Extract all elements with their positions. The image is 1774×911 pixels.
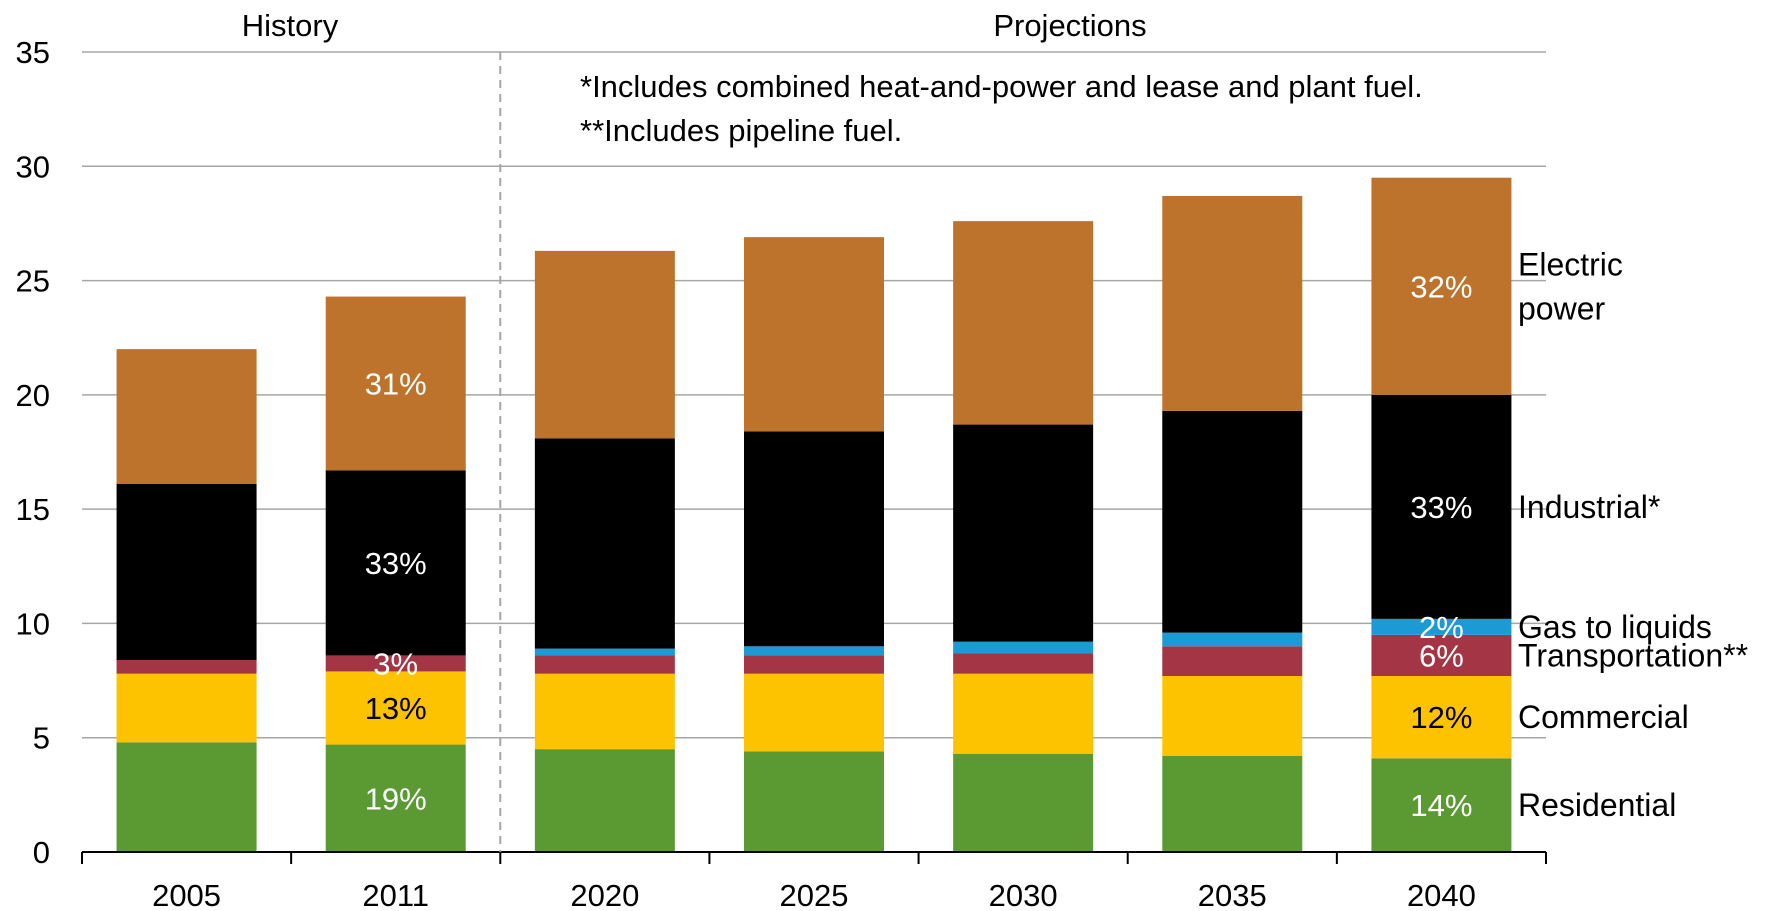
footnote-transportation: **Includes pipeline fuel.	[580, 113, 902, 148]
data-label-residential-2011: 19%	[365, 781, 427, 816]
bar-segment-industrial-2005	[116, 484, 257, 660]
bar-segment-commercial-2020	[534, 673, 675, 750]
bar-segment-transportation-2030	[953, 653, 1094, 674]
bar-segment-transportation-2040	[1371, 634, 1512, 676]
bar-segment-transportation-2020	[534, 655, 675, 674]
bar-segment-industrial-2030	[953, 424, 1094, 642]
x-tick-label: 2025	[780, 878, 849, 911]
series-label-electric-power: Electric power	[1518, 246, 1623, 326]
bar-segment-commercial-2025	[744, 673, 884, 752]
bar-segment-commercial-2030	[953, 673, 1094, 754]
y-tick-label: 15	[16, 492, 50, 527]
bar-segment-transportation-2025	[744, 655, 884, 674]
data-label-electric-power-2011: 31%	[365, 366, 427, 401]
bar-segment-electric-power-2035	[1162, 196, 1303, 411]
bar-segment-industrial-2025	[744, 431, 884, 647]
section-label-projections: Projections	[993, 8, 1146, 43]
bar-segment-electric-power-2030	[953, 221, 1094, 425]
series-label-gas-to-liquids: Gas to liquids	[1518, 609, 1712, 645]
series-label-transportation: Transportation**	[1518, 637, 1748, 673]
data-label-gas-to-liquids-2040: 2%	[1419, 610, 1464, 645]
y-tick-label: 10	[16, 606, 50, 641]
bar-segment-electric-power-2005	[116, 349, 257, 484]
footnote-industrial: *Includes combined heat-and-power and le…	[580, 69, 1423, 104]
y-tick-label: 0	[33, 835, 50, 870]
bar-segment-commercial-2005	[116, 673, 257, 743]
series-labels: Electric power Industrial* Gas to liquidsTr…	[1518, 246, 1748, 823]
data-label-electric-power-2040: 32%	[1410, 269, 1472, 304]
y-tick-label: 30	[16, 149, 50, 184]
bar-segment-gas-to-liquids-2020	[534, 648, 675, 656]
bar-segment-transportation-2011	[325, 655, 466, 672]
bar-segment-residential-2011	[325, 744, 466, 852]
data-label-residential-2040: 14%	[1410, 788, 1472, 823]
bar-segment-gas-to-liquids-2025	[744, 646, 884, 656]
bar-segment-gas-to-liquids-2035	[1162, 632, 1303, 647]
data-label-commercial-2011: 13%	[365, 691, 427, 726]
series-label-commercial: Commercial	[1518, 699, 1689, 735]
y-tick-label: 35	[16, 35, 50, 70]
bar-segment-gas-to-liquids-2030	[953, 641, 1094, 654]
bar-segment-industrial-2040	[1371, 394, 1512, 619]
bar-segment-electric-power-2011	[325, 296, 466, 471]
bar-segment-industrial-2035	[1162, 410, 1303, 633]
bar-segment-commercial-2035	[1162, 676, 1303, 756]
data-label-transportation-2040: 6%	[1419, 638, 1464, 673]
x-tick-label: 2035	[1198, 878, 1267, 911]
x-tick-label: 2020	[570, 878, 639, 911]
bar-segment-electric-power-2025	[744, 237, 884, 432]
bar-segment-residential-2020	[534, 749, 675, 852]
bar-segment-transportation-2005	[116, 660, 257, 674]
bar-stacks	[116, 177, 1512, 852]
series-label-residential: Residential	[1518, 787, 1676, 823]
x-tick-label: 2011	[362, 878, 429, 911]
bar-segment-residential-2040	[1371, 758, 1512, 852]
bar-segment-industrial-2011	[325, 470, 466, 656]
bar-segment-transportation-2035	[1162, 646, 1303, 676]
bar-segment-residential-2030	[953, 753, 1094, 852]
y-tick-label: 20	[16, 378, 50, 413]
y-tick-label: 5	[33, 721, 50, 756]
bar-segment-commercial-2040	[1371, 676, 1512, 759]
bar-segment-residential-2035	[1162, 756, 1303, 852]
y-tick-label: 25	[16, 264, 50, 299]
data-label-commercial-2040: 12%	[1410, 700, 1472, 735]
bar-segment-residential-2025	[744, 751, 884, 852]
data-labels: 31% 33% 3% 13% 19% 32% 33% 2%6% 12% 14%	[365, 269, 1473, 823]
bar-segment-commercial-2011	[325, 671, 466, 745]
x-tick-label: 2005	[152, 878, 221, 911]
data-label-industrial-2011: 33%	[365, 546, 427, 581]
data-label-transportation-2011: 3%	[373, 646, 418, 681]
bar-segment-electric-power-2040	[1371, 177, 1512, 395]
series-label-industrial: Industrial*	[1518, 489, 1660, 525]
data-label-industrial-2040: 33%	[1410, 490, 1472, 525]
bar-segment-gas-to-liquids-2040	[1371, 618, 1512, 635]
bar-segment-electric-power-2020	[534, 250, 675, 439]
bar-segment-industrial-2020	[534, 438, 675, 649]
section-label-history: History	[242, 8, 339, 43]
bar-segment-residential-2005	[116, 742, 257, 852]
x-tick-label: 2030	[989, 878, 1058, 911]
x-tick-label: 2040	[1407, 878, 1476, 911]
